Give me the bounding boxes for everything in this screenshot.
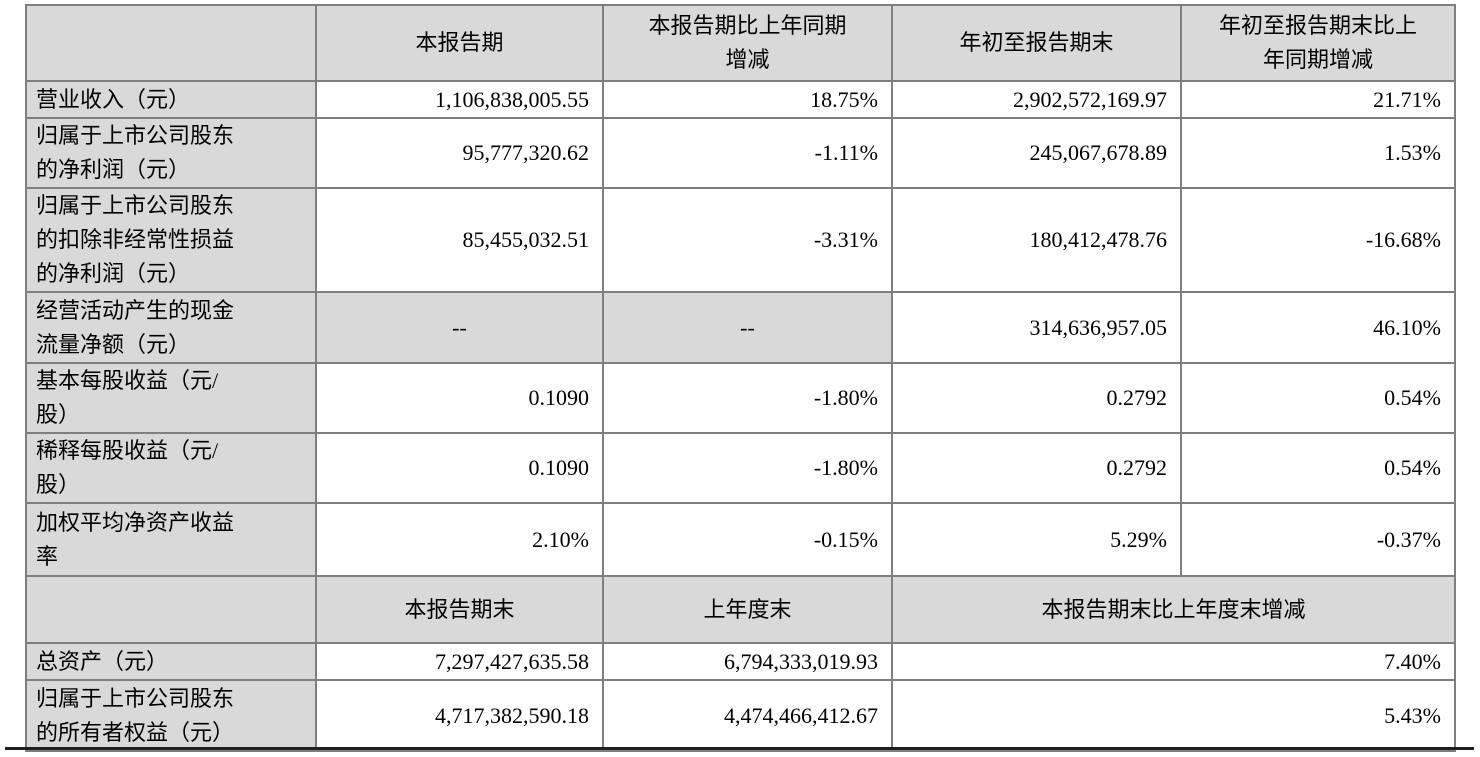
value-ytd-change: -0.37% xyxy=(1180,502,1456,577)
value-ytd: 5.29% xyxy=(891,502,1182,577)
row-label: 经营活动产生的现金 流量净额（元） xyxy=(25,291,317,364)
row-label: 稀释每股收益（元/ 股） xyxy=(25,432,317,504)
header-row-1: 本报告期 本报告期比上年同期 增减 年初至报告期末 年初至报告期末比上 年同期增… xyxy=(25,4,1456,82)
value-ytd: 2,902,572,169.97 xyxy=(891,80,1182,119)
row-label: 基本每股收益（元/ 股） xyxy=(25,362,317,434)
header2-corner-cell xyxy=(25,575,317,644)
value-ytd: 314,636,957.05 xyxy=(891,291,1182,364)
row-label: 归属于上市公司股东 的净利润（元） xyxy=(25,117,317,189)
value-ytd: 180,412,478.76 xyxy=(891,187,1182,293)
table-row-basic-eps: 基本每股收益（元/ 股） 0.1090 -1.80% 0.2792 0.54% xyxy=(25,362,1456,434)
header-period-end: 本报告期末 xyxy=(315,575,604,644)
financial-summary-table: 本报告期 本报告期比上年同期 增减 年初至报告期末 年初至报告期末比上 年同期增… xyxy=(25,4,1456,752)
value-prior-year-end: 4,474,466,412.67 xyxy=(602,679,893,752)
value-current: 1,106,838,005.55 xyxy=(315,80,604,119)
value-current: 85,455,032.51 xyxy=(315,187,604,293)
table-row-revenue: 营业收入（元） 1,106,838,005.55 18.75% 2,902,57… xyxy=(25,80,1456,119)
header-ytd-vs-prior: 年初至报告期末比上 年同期增减 xyxy=(1180,4,1456,82)
value-change: 5.43% xyxy=(891,679,1456,752)
value-period-end: 7,297,427,635.58 xyxy=(315,642,604,681)
value-current-change: -1.80% xyxy=(602,432,893,504)
value-period-end: 4,717,382,590.18 xyxy=(315,679,604,752)
header-corner-cell xyxy=(25,4,317,82)
value-change: 7.40% xyxy=(891,642,1456,681)
value-current-change: -0.15% xyxy=(602,502,893,577)
table-row-diluted-eps: 稀释每股收益（元/ 股） 0.1090 -1.80% 0.2792 0.54% xyxy=(25,432,1456,504)
value-ytd: 0.2792 xyxy=(891,432,1182,504)
value-current-change: -1.80% xyxy=(602,362,893,434)
table-row-weighted-avg-roe: 加权平均净资产收益 率 2.10% -0.15% 5.29% -0.37% xyxy=(25,502,1456,577)
value-ytd-change: 0.54% xyxy=(1180,362,1456,434)
header-current-period: 本报告期 xyxy=(315,4,604,82)
header-end-vs-prior-end: 本报告期末比上年度末增减 xyxy=(891,575,1456,644)
table-row-net-profit: 归属于上市公司股东 的净利润（元） 95,777,320.62 -1.11% 2… xyxy=(25,117,1456,189)
value-current: 0.1090 xyxy=(315,362,604,434)
value-prior-year-end: 6,794,333,019.93 xyxy=(602,642,893,681)
value-current: 0.1090 xyxy=(315,432,604,504)
value-current-change: -- xyxy=(602,291,893,364)
value-ytd: 0.2792 xyxy=(891,362,1182,434)
page-bottom-rule xyxy=(5,747,1474,750)
row-label: 归属于上市公司股东 的扣除非经常性损益 的净利润（元） xyxy=(25,187,317,293)
header-row-2: 本报告期末 上年度末 本报告期末比上年度末增减 xyxy=(25,575,1456,644)
value-ytd-change: 1.53% xyxy=(1180,117,1456,189)
value-ytd-change: 0.54% xyxy=(1180,432,1456,504)
value-current-change: -1.11% xyxy=(602,117,893,189)
row-label: 营业收入（元） xyxy=(25,80,317,119)
value-ytd: 245,067,678.89 xyxy=(891,117,1182,189)
table-row-operating-cash-flow: 经营活动产生的现金 流量净额（元） -- -- 314,636,957.05 4… xyxy=(25,291,1456,364)
table-row-total-assets: 总资产（元） 7,297,427,635.58 6,794,333,019.93… xyxy=(25,642,1456,681)
row-label: 加权平均净资产收益 率 xyxy=(25,502,317,577)
row-label: 总资产（元） xyxy=(25,642,317,681)
header-prior-year-end: 上年度末 xyxy=(602,575,893,644)
value-current-change: 18.75% xyxy=(602,80,893,119)
header-ytd: 年初至报告期末 xyxy=(891,4,1182,82)
value-ytd-change: 46.10% xyxy=(1180,291,1456,364)
value-current: -- xyxy=(315,291,604,364)
table-row-shareholders-equity: 归属于上市公司股东 的所有者权益（元） 4,717,382,590.18 4,4… xyxy=(25,679,1456,752)
table-row-net-profit-excl-nonrecurring: 归属于上市公司股东 的扣除非经常性损益 的净利润（元） 85,455,032.5… xyxy=(25,187,1456,293)
value-ytd-change: -16.68% xyxy=(1180,187,1456,293)
value-current: 95,777,320.62 xyxy=(315,117,604,189)
value-current-change: -3.31% xyxy=(602,187,893,293)
row-label: 归属于上市公司股东 的所有者权益（元） xyxy=(25,679,317,752)
header-current-vs-prior: 本报告期比上年同期 增减 xyxy=(602,4,893,82)
value-current: 2.10% xyxy=(315,502,604,577)
value-ytd-change: 21.71% xyxy=(1180,80,1456,119)
